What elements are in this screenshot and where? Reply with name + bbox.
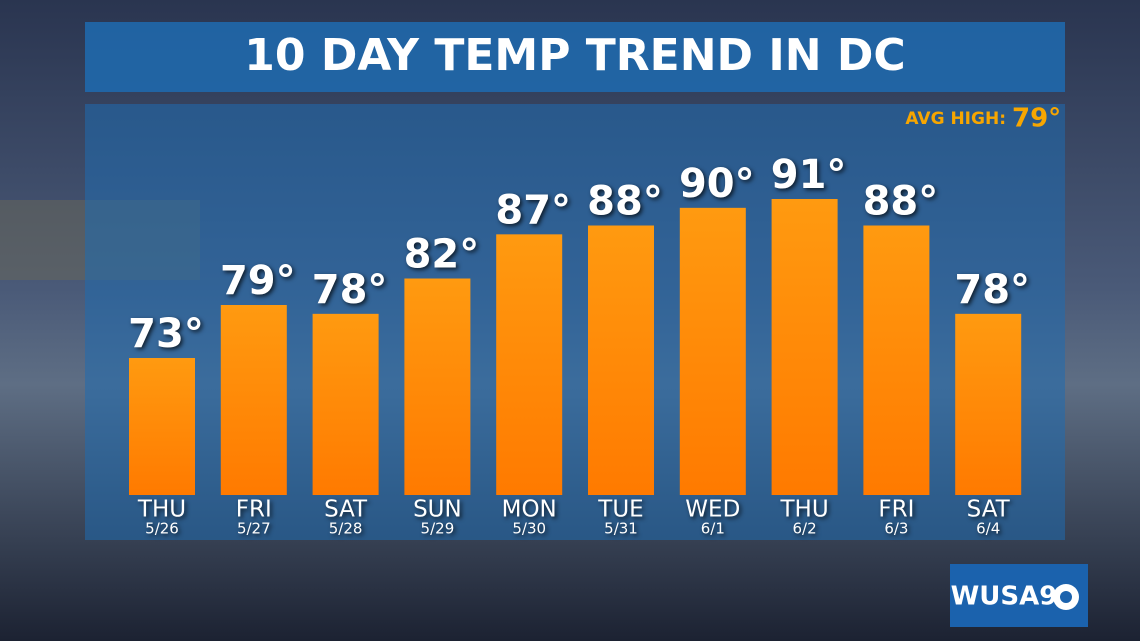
value-label: 91° xyxy=(771,152,847,198)
value-label: 73° xyxy=(128,311,204,357)
value-label: 87° xyxy=(495,187,571,233)
bar xyxy=(404,278,471,495)
x-tick-label: FRI xyxy=(878,497,914,523)
bar xyxy=(496,234,563,496)
value-label: 79° xyxy=(220,258,296,304)
x-tick-sublabel: 6/1 xyxy=(701,520,725,538)
x-tick-sublabel: 5/30 xyxy=(512,520,546,538)
x-tick-label: MON xyxy=(502,497,557,523)
x-tick-label: SAT xyxy=(324,497,368,523)
x-tick-sublabel: 5/31 xyxy=(604,520,638,538)
bar xyxy=(129,358,195,495)
bar xyxy=(955,313,1022,495)
x-tick-label: THU xyxy=(780,497,829,523)
x-tick-label: FRI xyxy=(236,497,272,523)
value-label: 82° xyxy=(404,232,480,278)
value-label: 88° xyxy=(587,179,663,225)
title-banner xyxy=(85,22,1065,92)
x-tick-sublabel: 5/27 xyxy=(237,520,271,538)
x-tick-label: SAT xyxy=(967,497,1011,523)
x-tick-label: SUN xyxy=(413,497,462,523)
value-label: 78° xyxy=(312,267,388,313)
bar xyxy=(863,225,930,495)
bar xyxy=(771,199,838,495)
logo: WUSA9 xyxy=(951,582,1058,612)
x-tick-sublabel: 5/28 xyxy=(329,520,363,538)
value-label: 90° xyxy=(679,161,755,207)
x-tick-sublabel: 6/4 xyxy=(976,520,1000,538)
annotation-value: 79° xyxy=(1012,104,1061,134)
value-label: 78° xyxy=(954,267,1030,313)
x-tick-label: THU xyxy=(137,497,186,523)
bar xyxy=(588,225,654,495)
chart-title: 10 DAY TEMP TREND IN DC xyxy=(244,30,905,81)
value-label: 88° xyxy=(863,179,939,225)
logo-eye-pupil xyxy=(1060,591,1072,603)
bar xyxy=(220,305,287,495)
x-tick-sublabel: 5/26 xyxy=(145,520,179,538)
x-tick-label: TUE xyxy=(597,497,643,523)
bar xyxy=(679,207,746,496)
x-tick-sublabel: 6/3 xyxy=(884,520,908,538)
annotation-label: AVG HIGH: xyxy=(905,109,1006,129)
x-tick-label: WED xyxy=(685,497,740,523)
bar xyxy=(312,313,379,495)
x-tick-sublabel: 5/29 xyxy=(421,520,455,538)
x-tick-sublabel: 6/2 xyxy=(793,520,817,538)
